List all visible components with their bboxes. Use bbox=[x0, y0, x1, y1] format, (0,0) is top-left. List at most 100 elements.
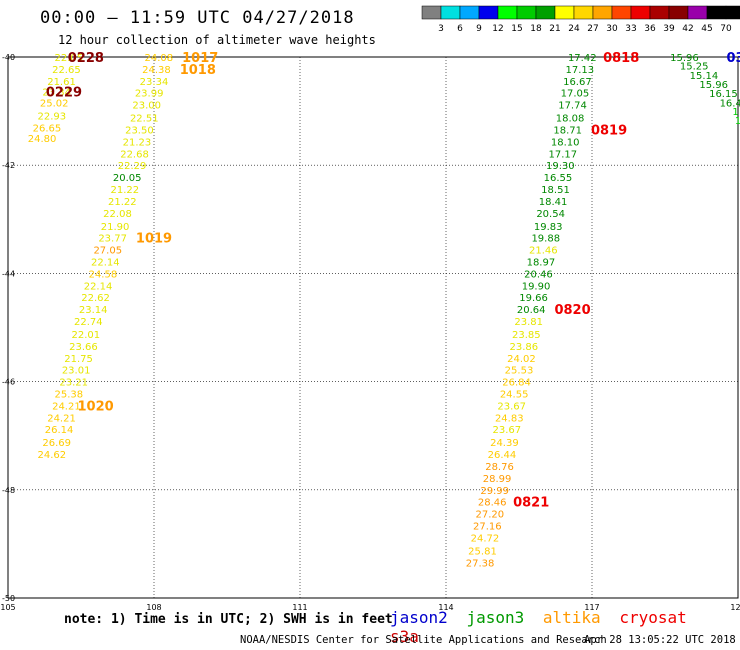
colorbar-swatch bbox=[725, 5, 740, 20]
page-subtitle: 12 hour collection of altimeter wave hei… bbox=[58, 33, 376, 47]
wave-height-value: 27.05 bbox=[93, 246, 122, 257]
wave-height-value: 21.61 bbox=[47, 77, 76, 88]
wave-height-value: 22.14 bbox=[91, 257, 120, 268]
wave-height-value: 24.72 bbox=[471, 533, 500, 544]
pass-time-label: 03 bbox=[727, 51, 740, 66]
wave-height-value: 21.46 bbox=[529, 246, 558, 257]
wave-height-value: 24.58 bbox=[89, 269, 118, 280]
pass-time-label: 0820 bbox=[554, 303, 590, 318]
wave-height-value: 25.02 bbox=[40, 98, 69, 109]
wave-height-value: 15.96 bbox=[699, 80, 728, 91]
wave-height-value: 21.22 bbox=[108, 197, 137, 208]
wave-height-value: 25.53 bbox=[505, 366, 534, 377]
satellite-s3a: s3a bbox=[390, 627, 419, 646]
wave-height-value: 20.64 bbox=[517, 305, 546, 316]
wave-height-value: 22.14 bbox=[84, 281, 113, 292]
wave-height-value: 19.88 bbox=[531, 234, 560, 245]
wave-height-value: 18.71 bbox=[553, 125, 582, 136]
wave-height-value: 26.84 bbox=[502, 378, 531, 389]
y-tick-label: -50 bbox=[2, 594, 15, 603]
wave-height-value: 21.23 bbox=[123, 137, 152, 148]
colorbar-label: 21 bbox=[549, 24, 560, 34]
wave-height-value: 23.00 bbox=[132, 101, 161, 112]
wave-height-value: 23.21 bbox=[59, 378, 88, 389]
x-tick-label: 108 bbox=[146, 603, 161, 610]
wave-height-value: 18.08 bbox=[556, 114, 585, 125]
timestamp-text: Apr 28 13:05:22 UTC 2018 bbox=[584, 634, 736, 646]
wave-height-value: 23.77 bbox=[98, 234, 127, 245]
wave-height-value: 16.15 bbox=[709, 89, 738, 100]
wave-height-value: 22.08 bbox=[103, 209, 132, 220]
plot-frame bbox=[7, 56, 739, 599]
wave-height-value: 22.01 bbox=[72, 330, 101, 341]
wave-height-value: 17.74 bbox=[558, 101, 587, 112]
y-tick-label: -46 bbox=[2, 378, 15, 387]
wave-height-value: 24.38 bbox=[142, 65, 171, 76]
wave-height-value: 15.14 bbox=[690, 71, 719, 82]
colorbar-label: 18 bbox=[530, 24, 542, 34]
wave-height-value: 23.66 bbox=[69, 342, 98, 353]
wave-height-value: 26.69 bbox=[42, 438, 71, 449]
y-tick-label: -44 bbox=[2, 269, 15, 278]
pass-time-label: 0819 bbox=[591, 123, 627, 138]
wave-height-value: 24.02 bbox=[507, 354, 536, 365]
colorbar-label: 27 bbox=[587, 24, 598, 34]
wave-height-value: 23.14 bbox=[79, 305, 108, 316]
pass-time-label: 0228 bbox=[68, 51, 104, 66]
wave-height-value: 24.39 bbox=[490, 438, 519, 449]
wave-height-value: 25.38 bbox=[55, 390, 84, 401]
wave-height-value: 17.17 bbox=[548, 149, 577, 160]
wave-height-value: 19.83 bbox=[534, 222, 563, 233]
wave-height-value: 1 bbox=[732, 107, 738, 118]
colorbar-label: 30 bbox=[606, 24, 618, 34]
wave-height-value: 23.01 bbox=[62, 366, 91, 377]
satellite-legend: jason2 jason3 altika cryosat s3a bbox=[390, 608, 740, 646]
colorbar-label: 36 bbox=[644, 24, 656, 34]
pass-time-label: 1020 bbox=[78, 399, 114, 414]
wave-height-value: 29.99 bbox=[480, 486, 509, 497]
wave-height-value: 23.86 bbox=[510, 342, 539, 353]
wave-height-value: 23.67 bbox=[497, 401, 526, 412]
wave-height-value: 25.81 bbox=[468, 546, 497, 557]
wave-height-value: 18.51 bbox=[541, 185, 570, 196]
wave-height-value: 24.83 bbox=[495, 413, 524, 424]
x-tick-label: 120 bbox=[730, 603, 740, 610]
wave-height-value: 24.08 bbox=[145, 53, 174, 64]
colorbar-label: 39 bbox=[663, 24, 675, 34]
colorbar-label: 24 bbox=[568, 24, 580, 34]
wave-height-value: 23.34 bbox=[140, 77, 169, 88]
wave-height-value: 22.29 bbox=[118, 161, 147, 172]
wave-height-value: 24.62 bbox=[37, 450, 66, 461]
colorbar-label: 6 bbox=[457, 24, 463, 34]
satellite-jason3: jason3 bbox=[466, 608, 525, 627]
wave-height-value: 16.67 bbox=[563, 77, 592, 88]
wave-height-value: 24.21 bbox=[47, 413, 76, 424]
satellite-cryosat: cryosat bbox=[619, 608, 687, 627]
wave-height-value: 18.10 bbox=[551, 137, 580, 148]
wave-height-value: 28.46 bbox=[478, 498, 507, 509]
colorbar-label: 12 bbox=[492, 24, 503, 34]
colorbar-label: 45 bbox=[701, 24, 712, 34]
wave-height-value: 20.05 bbox=[113, 173, 142, 184]
wave-height-value: 23.50 bbox=[125, 125, 154, 136]
wave-height-value: 21.22 bbox=[110, 185, 139, 196]
colorbar-label: 15 bbox=[511, 24, 522, 34]
wave-height-value: 26.14 bbox=[45, 425, 74, 436]
wave-height-value: 15.25 bbox=[680, 62, 709, 73]
wave-height-value: 28.76 bbox=[485, 462, 514, 473]
wave-height-value: 24.80 bbox=[28, 134, 57, 145]
wave-height-value: 18.41 bbox=[539, 197, 568, 208]
colorbar-label: 9 bbox=[476, 24, 482, 34]
footer-note: note: 1) Time is in UTC; 2) SWH is in fe… bbox=[64, 612, 393, 627]
x-tick-label: 105 bbox=[0, 603, 15, 610]
pass-time-label: 1018 bbox=[180, 63, 216, 78]
wave-height-value: 24.55 bbox=[500, 390, 529, 401]
wave-height-value: 19.30 bbox=[546, 161, 575, 172]
wave-height-value: 21.90 bbox=[101, 222, 130, 233]
wave-height-value: 21.75 bbox=[64, 354, 93, 365]
colorbar-label: 42 bbox=[682, 24, 693, 34]
wave-height-value: 17.13 bbox=[566, 65, 595, 76]
wave-height-value: 20.46 bbox=[524, 269, 553, 280]
wave-height-value: 26.44 bbox=[488, 450, 517, 461]
